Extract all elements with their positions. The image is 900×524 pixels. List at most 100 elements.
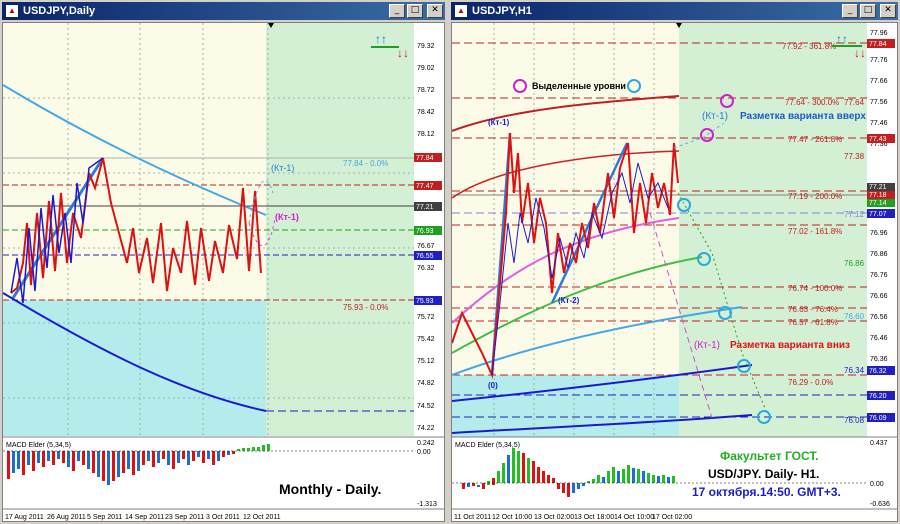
svg-text:77.12: 77.12 <box>844 210 865 219</box>
svg-text:76.86: 76.86 <box>844 259 865 268</box>
svg-text:5 Sep 2011: 5 Sep 2011 <box>87 514 122 521</box>
price-tag-text: 77.21 <box>416 204 434 211</box>
svg-text:23 Sep 2011: 23 Sep 2011 <box>165 514 204 521</box>
range-zone <box>3 23 266 300</box>
markup-down-label: Разметка варианта вниз <box>730 340 850 351</box>
kt-up-label: (Кт-1) <box>702 111 728 122</box>
svg-text:77.38: 77.38 <box>844 152 865 161</box>
chart-area[interactable]: (Кт-1) (Кт-1) 77.84 - 0.0% 75.93 - 0.0% … <box>2 22 445 522</box>
grid <box>493 23 655 436</box>
ma-line <box>452 306 743 376</box>
highlight-circle-icon <box>718 306 732 320</box>
macd-histogram <box>7 444 270 485</box>
svg-text:12 Oct 2011: 12 Oct 2011 <box>243 514 281 521</box>
kt-up-label: (Кт-1) <box>271 163 294 173</box>
kt-down-label: (Кт-1) <box>694 340 720 351</box>
minimize-button[interactable]: _ <box>842 4 858 18</box>
svg-text:77.46: 77.46 <box>870 120 888 127</box>
svg-text:79.02: 79.02 <box>417 65 435 72</box>
highlight-circle-icon <box>720 94 734 108</box>
svg-text:77.66: 77.66 <box>870 78 888 85</box>
svg-text:76.36: 76.36 <box>870 356 888 363</box>
svg-text:76.08: 76.08 <box>844 416 865 425</box>
caption: Monthly - Daily. <box>279 481 381 497</box>
price-chart[interactable]: (Кт-1) (Кт-1) 77.84 - 0.0% 75.93 - 0.0% … <box>3 23 444 522</box>
chart-window-h1[interactable]: ▲ USDJPY,H1 _ □ ✕ <box>449 0 900 524</box>
svg-text:76.57 - 61.8%: 76.57 - 61.8% <box>788 318 838 327</box>
close-button[interactable]: ✕ <box>427 4 443 18</box>
lower-zone <box>3 300 266 436</box>
svg-text:77.76: 77.76 <box>870 57 888 64</box>
svg-text:76.74 - 100.0%: 76.74 - 100.0% <box>788 284 842 293</box>
macd-histogram <box>462 448 675 497</box>
price-tag <box>414 251 442 260</box>
range-zone <box>452 23 679 375</box>
close-button[interactable]: ✕ <box>880 4 896 18</box>
svg-text:76.60: 76.60 <box>844 312 865 321</box>
ma-line <box>452 150 680 199</box>
projection-down <box>677 192 768 414</box>
svg-text:78.12: 78.12 <box>417 131 435 138</box>
price-tag-text: 77.21 <box>869 184 887 191</box>
ma-line <box>452 414 753 434</box>
projection-up <box>248 180 274 224</box>
svg-text:76.32: 76.32 <box>417 265 435 272</box>
svg-text:76.29 - 0.0%: 76.29 - 0.0% <box>788 378 833 387</box>
svg-text:26 Aug 2011: 26 Aug 2011 <box>47 514 86 521</box>
price-axis: 77.96 77.76 77.66 77.56 77.46 77.36 76.9… <box>870 30 888 363</box>
svg-text:12 Oct 10:00: 12 Oct 10:00 <box>492 514 532 521</box>
svg-text:79.32: 79.32 <box>417 43 435 50</box>
price-axis: 79.32 79.02 78.72 78.42 78.12 76.67 76.3… <box>417 43 435 432</box>
window-title: USDJPY,Daily <box>23 5 96 17</box>
price-tag-text: 77.18 <box>869 192 887 199</box>
title-bar[interactable]: ▲ USDJPY,Daily _ □ ✕ <box>2 2 445 20</box>
price-tag <box>414 226 442 235</box>
svg-text:76.34: 76.34 <box>844 366 865 375</box>
price-tag <box>414 181 442 190</box>
macd-axis: 0.437 0.00 -0.636 <box>870 440 890 508</box>
up-arrow-icon: ↑↑ <box>836 32 848 46</box>
up-arrow-icon: ↑↑ <box>375 32 387 46</box>
svg-text:77.47 - 261.8%: 77.47 - 261.8% <box>788 135 842 144</box>
date-axis: 17 Aug 2011 26 Aug 2011 5 Sep 2011 14 Se… <box>5 514 281 521</box>
svg-text:77.64 - 300.0%: 77.64 - 300.0% <box>785 98 839 107</box>
chart-window-daily[interactable]: ▲ USDJPY,Daily _ □ ✕ <box>0 0 447 524</box>
fib-label: 77.84 - 0.0% <box>343 159 388 168</box>
fib-label: 75.93 - 0.0% <box>343 303 388 312</box>
price-tag <box>414 153 442 162</box>
minimize-button[interactable]: _ <box>389 4 405 18</box>
svg-text:-0.636: -0.636 <box>870 501 890 508</box>
svg-text:0.00: 0.00 <box>870 481 884 488</box>
svg-text:74.22: 74.22 <box>417 425 435 432</box>
title-bar[interactable]: ▲ USDJPY,H1 _ □ ✕ <box>451 2 898 20</box>
caption-line: Факультет ГОСТ. <box>720 449 819 463</box>
chart-icon: ▲ <box>5 4 19 18</box>
price-tag-text: 76.32 <box>869 368 887 375</box>
macd-title: MACD Elder (5,34,5) <box>6 442 71 449</box>
maximize-button[interactable]: □ <box>860 4 876 18</box>
svg-text:77.02 - 161.8%: 77.02 - 161.8% <box>788 227 842 236</box>
chart-area[interactable]: Выделенные уровни (Кт-1) Разметка вариан… <box>451 22 898 522</box>
price-zigzag <box>452 132 679 379</box>
svg-text:76.86: 76.86 <box>870 251 888 258</box>
price-tag-text: 77.07 <box>869 211 887 218</box>
price-axis-bg <box>867 23 897 521</box>
svg-text:17 Aug 2011: 17 Aug 2011 <box>5 514 44 521</box>
date-axis: 11 Oct 2011 12 Oct 10:00 13 Oct 02:00 13… <box>454 514 692 521</box>
svg-text:14 Sep 2011: 14 Sep 2011 <box>125 514 164 521</box>
ma-line <box>3 84 267 216</box>
svg-text:76.67: 76.67 <box>417 243 435 250</box>
svg-text:76.76: 76.76 <box>870 272 888 279</box>
price-chart[interactable]: Выделенные уровни (Кт-1) Разметка вариан… <box>452 23 897 522</box>
svg-text:13 Oct 18:00: 13 Oct 18:00 <box>574 514 614 521</box>
legend-label: Выделенные уровни <box>532 81 626 91</box>
price-tag-text: 76.09 <box>869 415 887 422</box>
svg-text:76.56: 76.56 <box>870 314 888 321</box>
svg-text:14 Oct 10:00: 14 Oct 10:00 <box>614 514 654 521</box>
markup-up-label: Разметка варианта вверх <box>740 111 866 122</box>
maximize-button[interactable]: □ <box>407 4 423 18</box>
highlight-circle-icon <box>513 79 527 93</box>
svg-text:0.437: 0.437 <box>870 440 888 447</box>
projection-line <box>646 202 713 419</box>
highlight-circle-icon <box>627 79 641 93</box>
